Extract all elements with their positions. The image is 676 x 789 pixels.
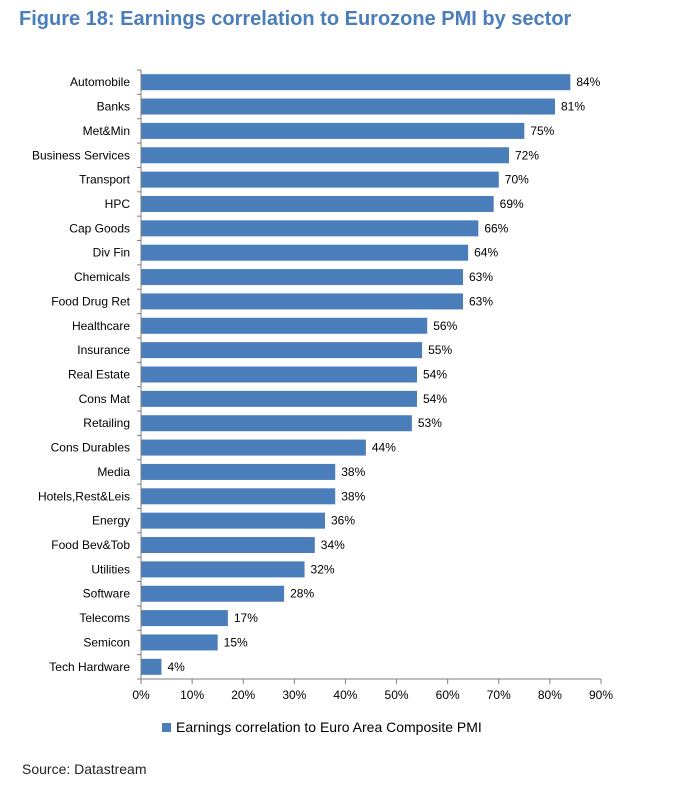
category-label: Healthcare: [72, 319, 130, 333]
value-label: 64%: [474, 246, 498, 260]
value-label: 81%: [561, 100, 585, 114]
value-label: 56%: [433, 319, 457, 333]
bar-14: [141, 415, 412, 432]
x-tick-label: 80%: [538, 688, 562, 702]
category-label: Semicon: [83, 635, 130, 649]
value-label: 34%: [321, 538, 345, 552]
x-tick-label: 10%: [180, 688, 204, 702]
bar-8: [141, 269, 463, 286]
legend-label: Earnings correlation to Euro Area Compos…: [176, 719, 482, 735]
category-label: Hotels,Rest&Leis: [38, 489, 130, 503]
value-label: 17%: [234, 611, 258, 625]
value-label: 55%: [428, 343, 452, 357]
bar-2: [141, 122, 525, 139]
value-label: 54%: [423, 392, 447, 406]
figure-title: Figure 18: Earnings correlation to Euroz…: [19, 8, 572, 30]
bar-13: [141, 390, 417, 407]
value-label: 36%: [331, 514, 355, 528]
bar-5: [141, 195, 494, 212]
category-label: Transport: [79, 173, 131, 187]
category-label: Cons Mat: [79, 392, 131, 406]
value-label: 54%: [423, 368, 447, 382]
value-label: 44%: [372, 441, 396, 455]
category-label: Utilities: [91, 562, 130, 576]
bar-15: [141, 439, 366, 456]
bar-0: [141, 74, 571, 91]
category-label: Met&Min: [83, 124, 130, 138]
bar-24: [141, 658, 162, 675]
value-label: 28%: [290, 587, 314, 601]
value-label: 84%: [576, 75, 600, 89]
bar-4: [141, 171, 499, 188]
x-tick-label: 40%: [333, 688, 357, 702]
x-tick-label: 70%: [487, 688, 511, 702]
value-label: 63%: [469, 294, 493, 308]
bar-3: [141, 147, 509, 164]
category-label: Food Bev&Tob: [51, 538, 130, 552]
value-label: 70%: [505, 173, 529, 187]
value-label: 69%: [500, 197, 524, 211]
value-label: 15%: [224, 635, 248, 649]
category-label: Automobile: [70, 75, 130, 89]
category-label: Insurance: [77, 343, 130, 357]
x-tick-label: 50%: [385, 688, 409, 702]
value-label: 63%: [469, 270, 493, 284]
value-label: 4%: [167, 660, 185, 674]
bar-11: [141, 342, 423, 359]
bar-10: [141, 317, 428, 334]
category-label: Tech Hardware: [49, 660, 130, 674]
source-note: Source: Datastream: [22, 761, 147, 777]
category-label: Business Services: [32, 148, 130, 162]
category-label: Energy: [92, 514, 130, 528]
value-label: 53%: [418, 416, 442, 430]
x-tick-label: 60%: [436, 688, 460, 702]
bar-19: [141, 537, 315, 554]
bar-18: [141, 512, 325, 529]
legend-swatch: [162, 723, 171, 732]
x-tick-label: 20%: [231, 688, 255, 702]
bar-7: [141, 244, 469, 261]
x-tick-label: 0%: [132, 688, 150, 702]
value-label: 72%: [515, 148, 539, 162]
x-tick-label: 90%: [589, 688, 613, 702]
value-label: 66%: [484, 221, 508, 235]
category-label: Food Drug Ret: [51, 294, 130, 308]
value-label: 38%: [341, 465, 365, 479]
value-label: 75%: [530, 124, 554, 138]
bar-6: [141, 220, 479, 237]
bar-17: [141, 488, 336, 505]
x-tick-label: 30%: [282, 688, 306, 702]
bar-22: [141, 610, 228, 627]
bar-20: [141, 561, 305, 578]
category-label: Telecoms: [79, 611, 130, 625]
bar-12: [141, 366, 417, 383]
bar-21: [141, 585, 285, 602]
category-label: HPC: [105, 197, 131, 211]
value-label: 38%: [341, 489, 365, 503]
category-label: Banks: [97, 100, 130, 114]
bar-23: [141, 634, 218, 651]
value-label: 32%: [311, 562, 335, 576]
category-label: Chemicals: [74, 270, 130, 284]
category-label: Div Fin: [93, 246, 130, 260]
category-label: Media: [97, 465, 130, 479]
category-label: Cap Goods: [69, 221, 130, 235]
bar-16: [141, 463, 336, 480]
category-label: Software: [83, 587, 131, 601]
category-label: Real Estate: [68, 368, 130, 382]
category-label: Retailing: [83, 416, 130, 430]
bar-1: [141, 98, 555, 115]
bar-9: [141, 293, 463, 310]
category-label: Cons Durables: [51, 441, 130, 455]
